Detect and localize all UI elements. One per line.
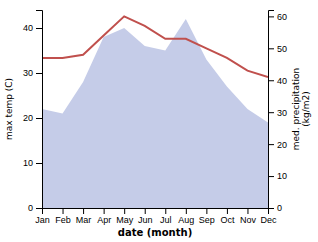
tick-label: 40 [277, 76, 287, 86]
tick: Nov [240, 208, 257, 225]
tick-mark [63, 208, 64, 214]
tick: 0 [28, 203, 42, 213]
axis-domain [269, 11, 275, 209]
tick-label: 30 [23, 68, 33, 78]
tick-label: Aug [178, 215, 194, 225]
line [42, 16, 268, 77]
tick: 40 [23, 23, 42, 33]
tick-mark [268, 16, 274, 17]
tick-label: 30 [277, 108, 287, 118]
chart-container: JanFebMarAprMayJunJulAugSepOctNovDec0102… [0, 0, 318, 242]
tick-mark [36, 163, 42, 164]
tick: Jul [160, 208, 172, 225]
tick: 10 [268, 171, 287, 181]
tick: Oct [220, 208, 235, 225]
tick: Jun [138, 208, 153, 225]
tick: Apr [97, 208, 111, 225]
tick: 20 [23, 113, 42, 123]
tick-label: 20 [23, 113, 33, 123]
y2-axis-title-line: med. precipitation [291, 68, 301, 150]
tick-mark [268, 144, 274, 145]
plot-area [42, 16, 268, 208]
tick: 50 [268, 44, 287, 54]
tick-mark [145, 208, 146, 214]
tick: Aug [178, 208, 194, 225]
tick-label: Dec [260, 215, 277, 225]
tick-label: May [116, 215, 134, 225]
tick-mark [124, 208, 125, 214]
tick-label: Jul [160, 215, 172, 225]
tick-mark [104, 208, 105, 214]
tick-mark [165, 208, 166, 214]
axis-domain [43, 209, 269, 215]
tick-mark [206, 208, 207, 214]
y2-axis: 0 10 20 30 40 50 60 [268, 11, 287, 214]
tick-mark [83, 208, 84, 214]
tick-mark [268, 48, 274, 49]
tick: Dec [260, 208, 277, 225]
tick-label: Apr [97, 215, 111, 225]
tick-label: Feb [55, 215, 71, 225]
tick-mark [268, 80, 274, 81]
tick-mark [268, 208, 274, 209]
tick: 20 [268, 140, 287, 150]
tick-mark [186, 208, 187, 214]
tick-label: 40 [23, 23, 33, 33]
tick: 30 [23, 68, 42, 78]
tick: Jan [35, 208, 50, 225]
tick-label: Sep [199, 215, 215, 225]
tick-mark [247, 208, 248, 214]
tick: 60 [268, 12, 287, 22]
tick-label: 10 [277, 171, 287, 181]
tick-label: Oct [220, 215, 235, 225]
tick: Sep [199, 208, 215, 225]
y2-axis-title: med. precipitation(kg/m2) [291, 68, 311, 150]
tick: 40 [268, 76, 287, 86]
y-axis: 0 10 20 30 40 [23, 11, 43, 214]
tick-label: Mar [76, 215, 92, 225]
tick-mark [36, 73, 42, 74]
axis-domain [36, 11, 43, 209]
tick: 10 [23, 158, 42, 168]
tick-label: Jun [138, 215, 153, 225]
x-axis: Jan Feb Mar Apr May Jun Jul Aug Sep Oct NovDec [35, 208, 277, 225]
tick-label: Jan [35, 215, 50, 225]
tick-mark [36, 28, 42, 29]
chart: JanFebMarAprMayJunJulAugSepOctNovDec0102… [0, 0, 318, 242]
tick-label: 10 [23, 158, 33, 168]
tick: 30 [268, 108, 287, 118]
tick-mark [268, 176, 274, 177]
y-axis-title: max temp (C) [4, 78, 14, 140]
tick-label: 20 [277, 140, 287, 150]
tick: Feb [55, 208, 71, 225]
tick-label: 0 [277, 203, 282, 213]
tick: May [116, 208, 134, 225]
tick-mark [36, 118, 42, 119]
tick-mark [268, 112, 274, 113]
tick-label: 60 [277, 12, 287, 22]
tick: Mar [76, 208, 92, 225]
tick-mark [227, 208, 228, 214]
x-axis-title: date (month) [118, 227, 192, 238]
y2-axis-title-line: (kg/m2) [301, 91, 311, 126]
tick-label: Nov [240, 215, 257, 225]
area [42, 19, 268, 208]
tick-label: 0 [28, 203, 33, 213]
tick-label: 50 [277, 44, 287, 54]
tick: 0 [268, 203, 282, 213]
tick-mark [36, 208, 42, 209]
